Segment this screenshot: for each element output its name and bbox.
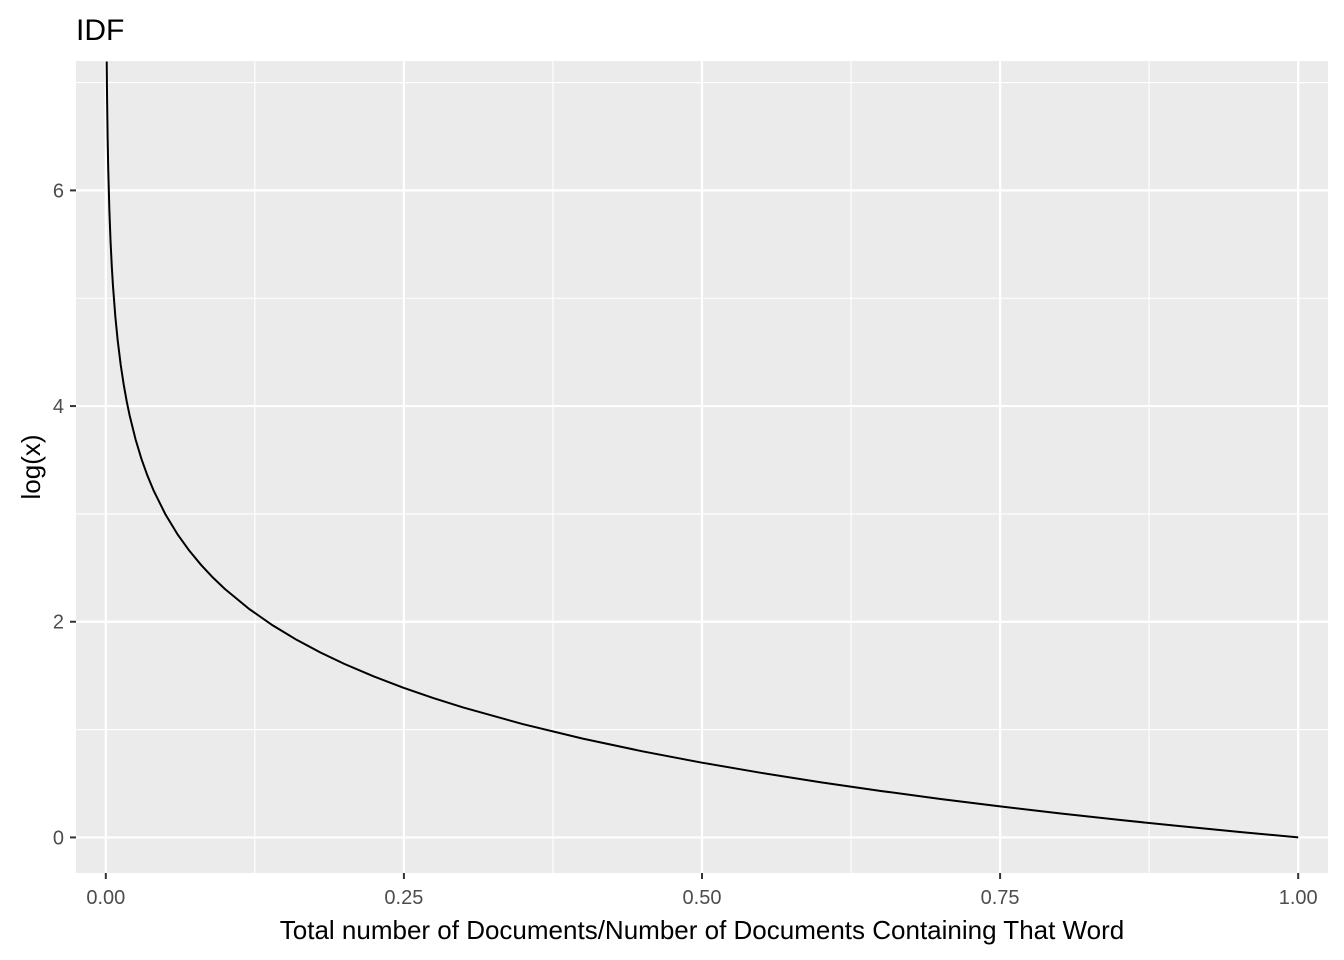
- x-tick-label: 0.75: [981, 887, 1020, 909]
- series-line: [105, 61, 1299, 839]
- x-tick-label: 1.00: [1279, 887, 1318, 909]
- chart-title: IDF: [76, 14, 124, 47]
- y-tick-label: 4: [53, 396, 64, 418]
- y-tick-label: 6: [53, 180, 64, 202]
- x-tick-label: 0.25: [384, 887, 423, 909]
- series-layer: [105, 61, 1299, 839]
- x-axis-ticks: 0.00 0.25 0.50 0.75 1.00: [86, 873, 1318, 909]
- y-axis-title: log(x): [16, 434, 46, 499]
- y-axis-ticks: 0 2 4 6: [53, 180, 76, 849]
- x-tick-label: 0.50: [683, 887, 722, 909]
- y-tick-label: 0: [53, 827, 64, 849]
- major-gridlines: [76, 61, 1328, 873]
- x-tick-label: 0.00: [86, 887, 125, 909]
- y-tick-label: 2: [53, 612, 64, 634]
- x-axis-title: Total number of Documents/Number of Docu…: [280, 915, 1124, 945]
